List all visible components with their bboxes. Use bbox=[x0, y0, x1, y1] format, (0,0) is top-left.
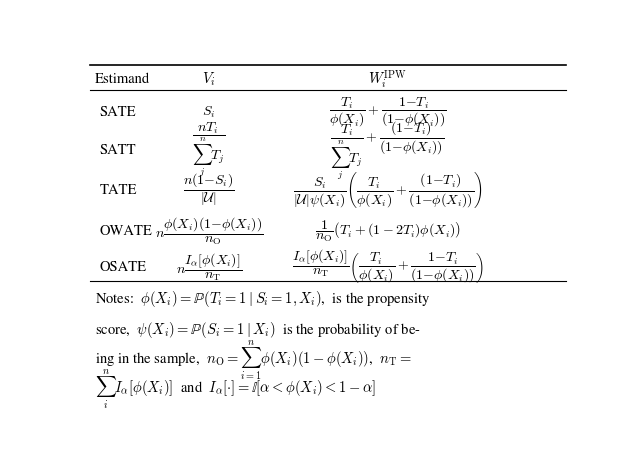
Text: TATE: TATE bbox=[100, 183, 138, 197]
Text: SATT: SATT bbox=[100, 143, 136, 157]
Text: $\dfrac{S_i}{|\mathcal{U}|\psi(X_i)} \left(\dfrac{T_i}{\phi(X_i)} + \dfrac{(1{-}: $\dfrac{S_i}{|\mathcal{U}|\psi(X_i)} \le… bbox=[292, 170, 483, 210]
Text: OWATE: OWATE bbox=[100, 224, 153, 238]
Text: $\dfrac{n(1{-}S_i)}{|\mathcal{U}|}$: $\dfrac{n(1{-}S_i)}{|\mathcal{U}|}$ bbox=[183, 172, 235, 208]
Text: $n\dfrac{I_{\alpha}[\phi(X_i)]}{n_{\mathrm{T}}}$: $n\dfrac{I_{\alpha}[\phi(X_i)]}{n_{\math… bbox=[176, 251, 242, 283]
Text: SATE: SATE bbox=[100, 105, 136, 119]
Text: $\dfrac{nT_i}{\sum_j^n T_j}$: $\dfrac{nT_i}{\sum_j^n T_j}$ bbox=[192, 121, 226, 179]
Text: score,  $\psi(X_i) = \mathbb{P}(S_i=1 \mid X_i)$  is the probability of be-: score, $\psi(X_i) = \mathbb{P}(S_i=1 \mi… bbox=[95, 320, 420, 340]
Text: $\dfrac{I_{\alpha}[\phi(X_i)]}{n_{\mathrm{T}}} \left(\dfrac{T_i}{\phi(X_i)} + \d: $\dfrac{I_{\alpha}[\phi(X_i)]}{n_{\mathr… bbox=[292, 248, 483, 286]
Text: $S_i$: $S_i$ bbox=[202, 104, 216, 120]
Text: $\dfrac{T_i}{\sum_j^n T_j} + \dfrac{(1{-}T_i)}{(1{-}\phi(X_i))}$: $\dfrac{T_i}{\sum_j^n T_j} + \dfrac{(1{-… bbox=[330, 119, 445, 181]
Text: $\dfrac{T_i}{\phi(X_i)} + \dfrac{1{-}T_i}{(1{-}\phi(X_i))}$: $\dfrac{T_i}{\phi(X_i)} + \dfrac{1{-}T_i… bbox=[329, 95, 446, 129]
Text: $V_i$: $V_i$ bbox=[202, 71, 216, 88]
Text: OSATE: OSATE bbox=[100, 260, 147, 274]
Text: Notes:  $\phi(X_i) = \mathbb{P}(T_i=1 \mid S_i=1, X_i)$,  is the propensity: Notes: $\phi(X_i) = \mathbb{P}(T_i=1 \mi… bbox=[95, 289, 430, 309]
Text: $\dfrac{1}{n_{\mathrm{O}}}\left(T_i + (1 - 2T_i)\phi(X_i)\right)$: $\dfrac{1}{n_{\mathrm{O}}}\left(T_i + (1… bbox=[314, 218, 461, 244]
Text: $\sum_i^n I_{\alpha}[\phi(X_i)]$  and  $I_{\alpha}[\cdot] = \mathbb{I}[\alpha < : $\sum_i^n I_{\alpha}[\phi(X_i)]$ and $I_… bbox=[95, 368, 376, 411]
Text: $n\dfrac{\phi(X_i)(1{-}\phi(X_i))}{n_{\mathrm{O}}}$: $n\dfrac{\phi(X_i)(1{-}\phi(X_i))}{n_{\m… bbox=[155, 215, 263, 247]
Text: $W_i^{\mathrm{IPW}}$: $W_i^{\mathrm{IPW}}$ bbox=[368, 69, 407, 90]
Text: ing in the sample,  $n_{\mathrm{O}} = \sum_{i=1}^n \phi(X_i)(1-\phi(X_i))$,  $n_: ing in the sample, $n_{\mathrm{O}} = \su… bbox=[95, 339, 412, 382]
Text: Estimand: Estimand bbox=[95, 73, 150, 86]
